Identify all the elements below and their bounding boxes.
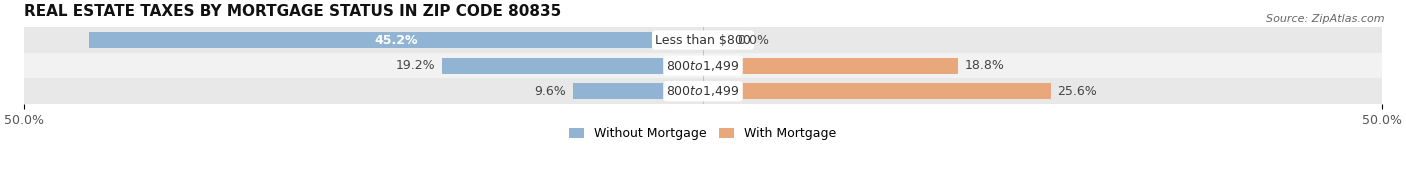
Text: $800 to $1,499: $800 to $1,499: [666, 84, 740, 98]
Bar: [443, 58, 703, 74]
Bar: [24, 53, 1382, 78]
Text: Source: ZipAtlas.com: Source: ZipAtlas.com: [1267, 14, 1385, 24]
Bar: [24, 78, 1382, 104]
Text: $800 to $1,499: $800 to $1,499: [666, 59, 740, 73]
Bar: [24, 27, 1382, 53]
Text: 25.6%: 25.6%: [1057, 85, 1097, 98]
Text: Less than $800: Less than $800: [655, 34, 751, 47]
Bar: [703, 83, 1050, 99]
Legend: Without Mortgage, With Mortgage: Without Mortgage, With Mortgage: [564, 122, 842, 145]
Text: 9.6%: 9.6%: [534, 85, 565, 98]
Text: 19.2%: 19.2%: [396, 59, 436, 72]
Text: REAL ESTATE TAXES BY MORTGAGE STATUS IN ZIP CODE 80835: REAL ESTATE TAXES BY MORTGAGE STATUS IN …: [24, 4, 561, 19]
Bar: [703, 58, 959, 74]
Bar: [572, 83, 703, 99]
Text: 45.2%: 45.2%: [374, 34, 418, 47]
Bar: [90, 32, 703, 48]
Text: 0.0%: 0.0%: [737, 34, 769, 47]
Text: 18.8%: 18.8%: [965, 59, 1005, 72]
